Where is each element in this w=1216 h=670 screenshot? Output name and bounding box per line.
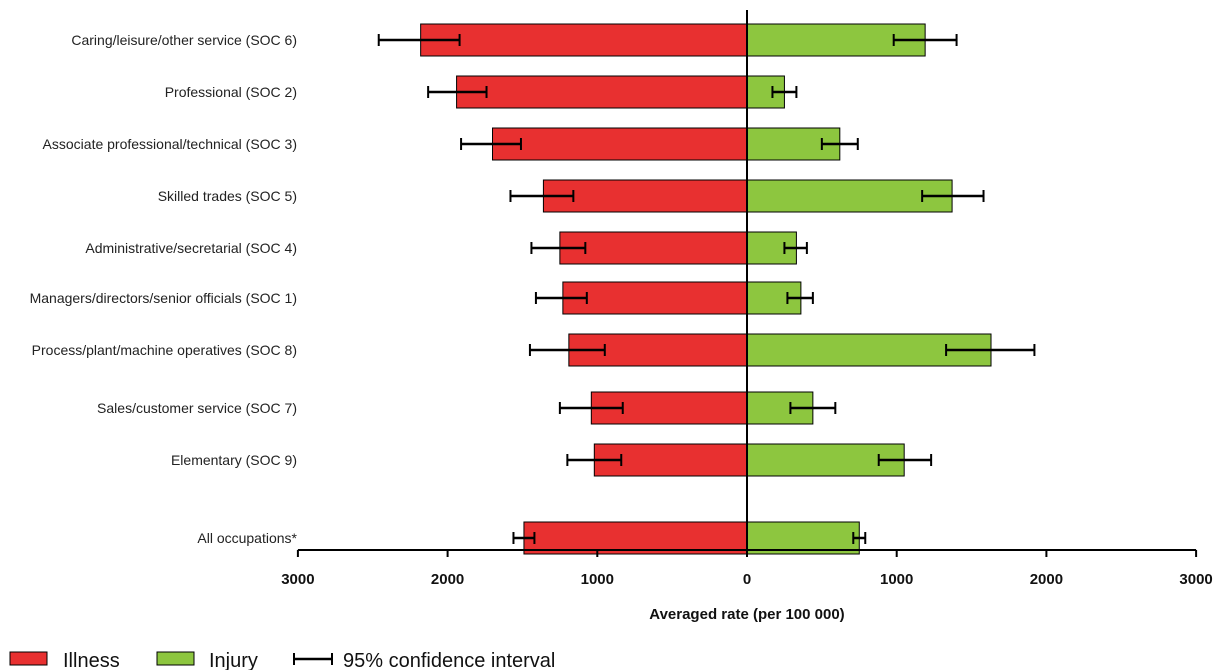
category-label-professional-soc-2: Professional (SOC 2) <box>165 84 297 100</box>
x-tick-label: 0 <box>743 571 751 588</box>
category-label-skilled-trades-soc-5: Skilled trades (SOC 5) <box>158 188 297 204</box>
errorbar-illness-skilled-trades-soc-5 <box>509 190 575 202</box>
errorbar-illness-administrative-secretarial-soc-4 <box>530 242 587 254</box>
errorbar-illness-process-plant-machine-operatives-soc-8 <box>528 344 606 356</box>
x-axis-label: Averaged rate (per 100 000) <box>649 606 844 623</box>
errorbar-illness-sales-customer-service-soc-7 <box>558 402 624 414</box>
bar-illness-administrative-secretarial-soc-4 <box>559 231 748 265</box>
category-label-caring-leisure-other-service-soc-6: Caring/leisure/other service (SOC 6) <box>71 32 297 48</box>
errorbar-injury-caring-leisure-other-service-soc-6 <box>892 34 958 46</box>
errorbar-illness-elementary-soc-9 <box>566 454 623 466</box>
category-label-elementary-soc-9: Elementary (SOC 9) <box>171 452 297 468</box>
category-label-process-plant-machine-operatives-soc-8: Process/plant/machine operatives (SOC 8) <box>32 342 297 358</box>
bar-illness-managers-directors-senior-officials-soc-1 <box>562 281 748 315</box>
category-label-sales-customer-service-soc-7: Sales/customer service (SOC 7) <box>97 400 297 416</box>
legend-label-illness: Illness <box>63 650 120 670</box>
errorbars-layer <box>377 34 1036 544</box>
category-label-administrative-secretarial-soc-4: Administrative/secretarial (SOC 4) <box>85 240 297 256</box>
errorbar-injury-all-occupations <box>852 532 867 544</box>
errorbar-injury-professional-soc-2 <box>771 86 798 98</box>
errorbar-injury-administrative-secretarial-soc-4 <box>783 242 808 254</box>
errorbar-illness-caring-leisure-other-service-soc-6 <box>377 34 461 46</box>
errorbar-injury-elementary-soc-9 <box>877 454 933 466</box>
bar-illness-professional-soc-2 <box>456 75 748 109</box>
category-label-all-occupations: All occupations* <box>197 530 297 546</box>
errorbar-injury-process-plant-machine-operatives-soc-8 <box>945 344 1036 356</box>
x-tick-label: 2000 <box>431 571 464 588</box>
errorbar-illness-managers-directors-senior-officials-soc-1 <box>534 292 588 304</box>
category-label-associate-professional-technical-soc-3: Associate professional/technical (SOC 3) <box>43 136 297 152</box>
bar-illness-all-occupations <box>523 521 748 555</box>
legend-errorbar-icon <box>293 653 333 665</box>
legend-label-injury: Injury <box>209 650 258 670</box>
errorbar-illness-all-occupations <box>512 532 536 544</box>
bar-illness-caring-leisure-other-service-soc-6 <box>420 23 748 57</box>
errorbar-injury-sales-customer-service-soc-7 <box>789 402 837 414</box>
axis-layer: 3000 2000 1000 0 1000 2000 3000 <box>281 10 1213 588</box>
x-tick-label: 3000 <box>1179 571 1212 588</box>
category-labels: Caring/leisure/other service (SOC 6) Prof… <box>30 32 298 546</box>
legend-label-confidence-interval: 95% confidence interval <box>343 650 555 670</box>
x-tick-label: 1000 <box>880 571 913 588</box>
legend-swatch-illness <box>9 651 48 666</box>
errorbar-injury-skilled-trades-soc-5 <box>921 190 985 202</box>
legend: Illness Injury 95% confidence interval <box>9 650 555 670</box>
errorbar-illness-associate-professional-technical-soc-3 <box>460 138 522 150</box>
bar-illness-associate-professional-technical-soc-3 <box>492 127 748 161</box>
errorbar-injury-managers-directors-senior-officials-soc-1 <box>786 292 814 304</box>
category-label-managers-directors-senior-officials-soc-1: Managers/directors/senior officials (SOC… <box>30 290 297 306</box>
errorbar-injury-associate-professional-technical-soc-3 <box>820 138 859 150</box>
x-tick-label: 1000 <box>581 571 614 588</box>
bar-injury-skilled-trades-soc-5 <box>746 179 953 213</box>
errorbar-illness-professional-soc-2 <box>427 86 488 98</box>
legend-swatch-injury <box>156 651 195 666</box>
bars-layer <box>420 23 992 555</box>
x-tick-label: 3000 <box>281 571 314 588</box>
x-tick-label: 2000 <box>1030 571 1063 588</box>
